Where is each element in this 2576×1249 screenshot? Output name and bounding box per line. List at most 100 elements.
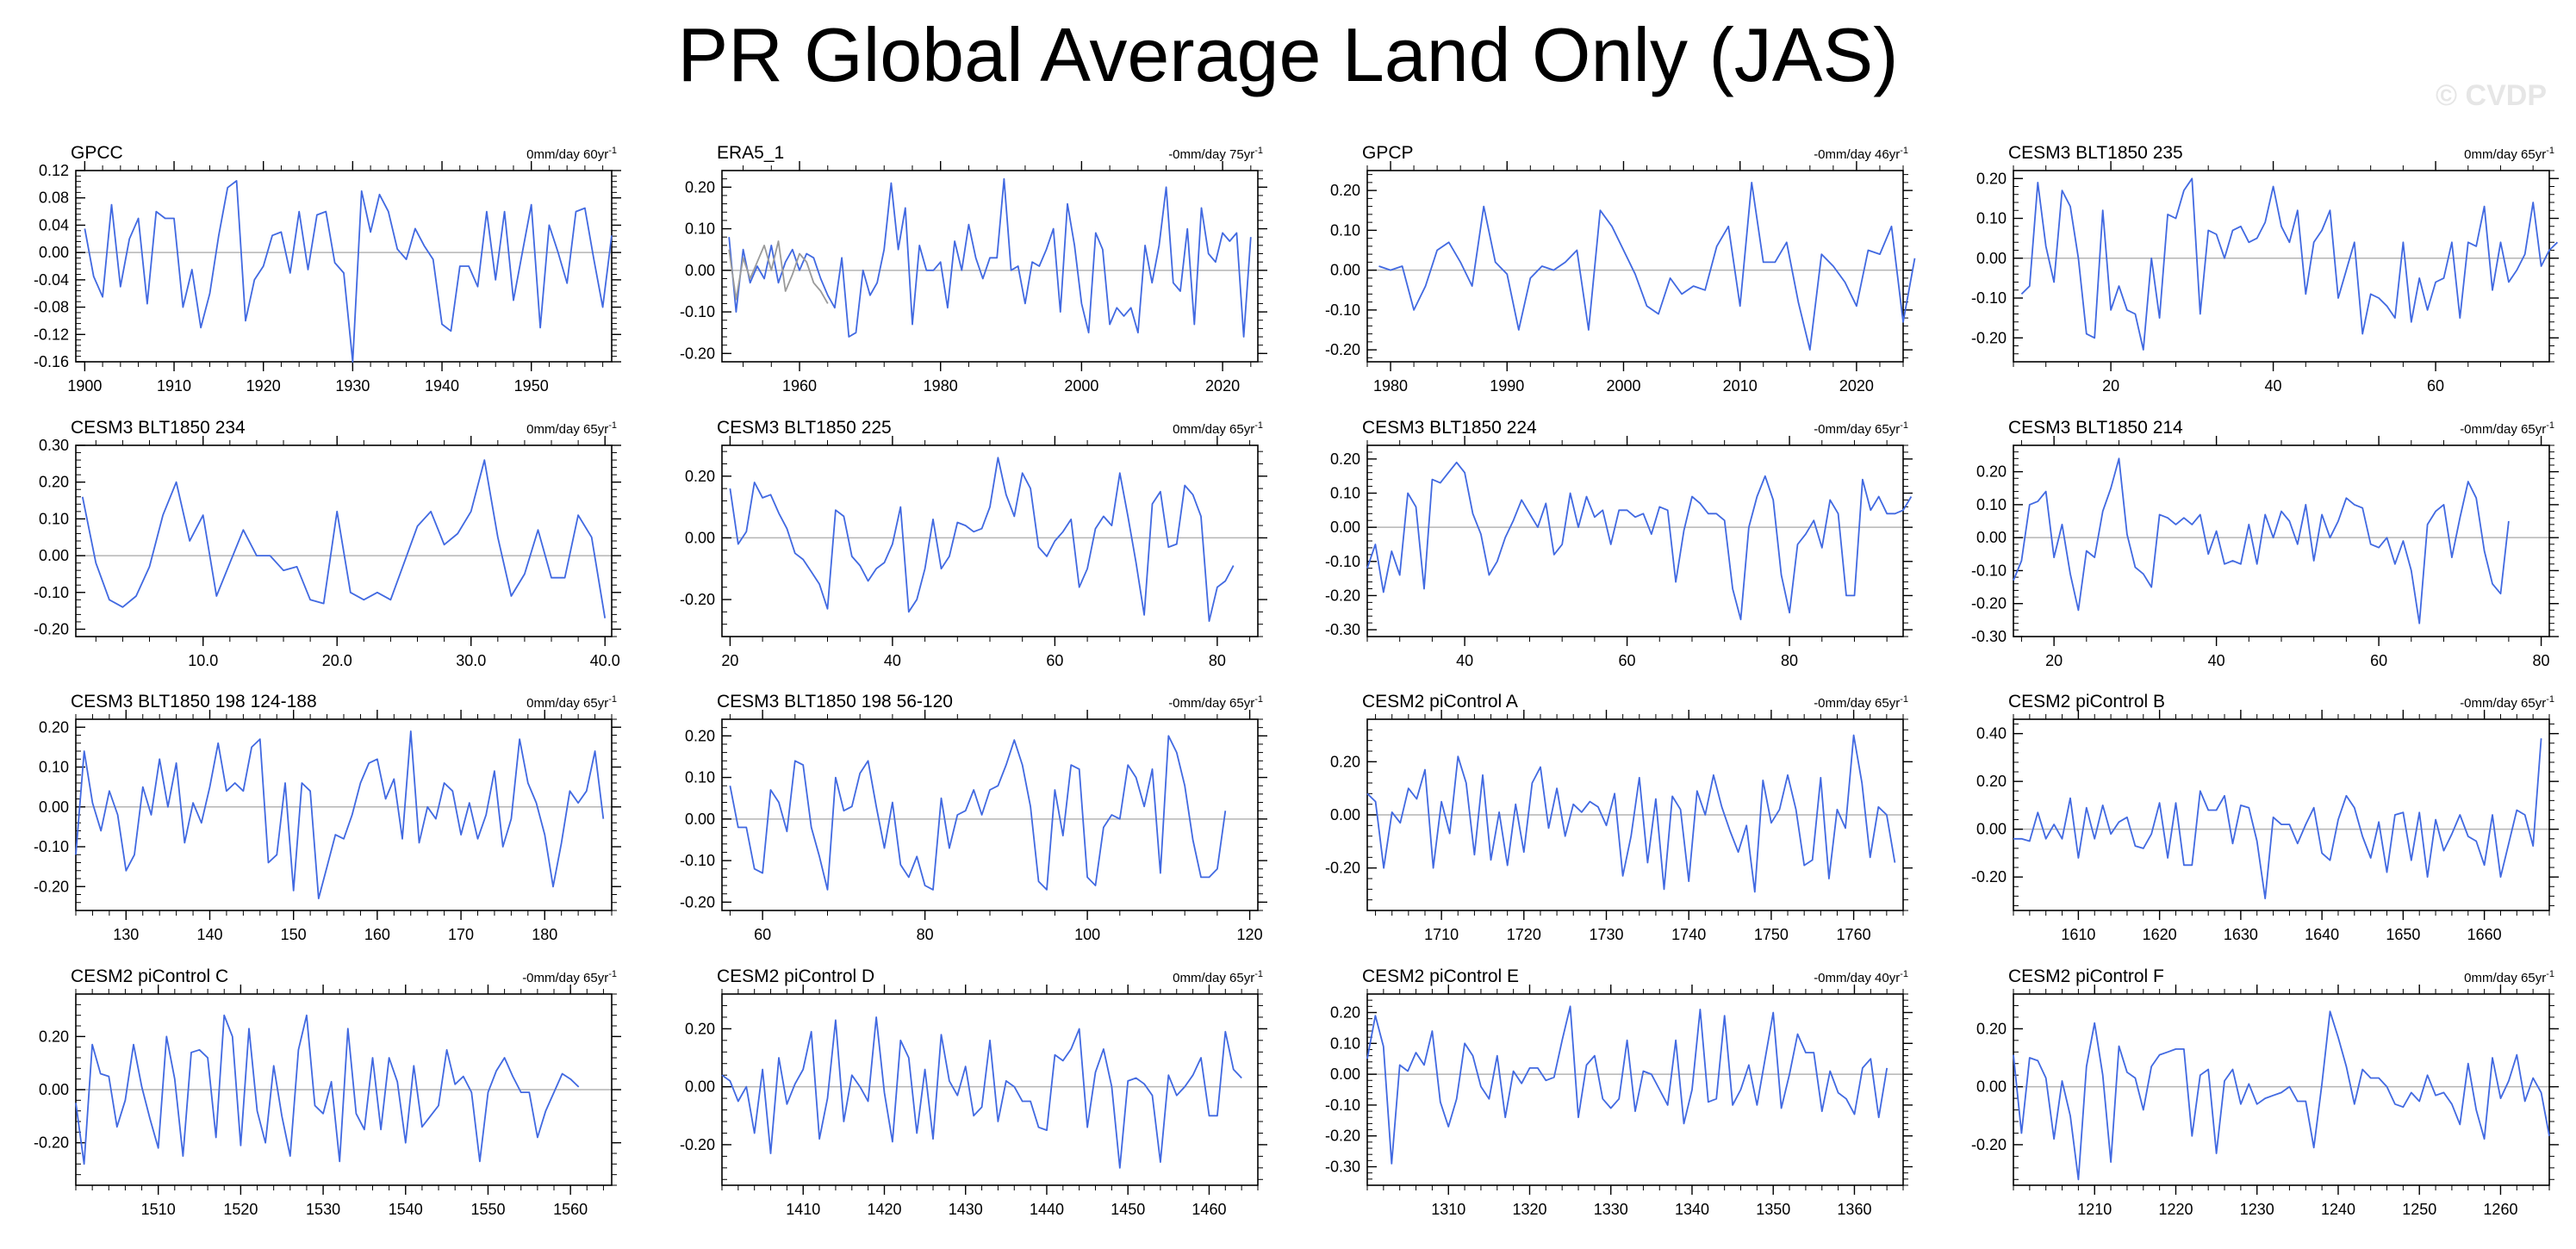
- x-tick-label: 1640: [2305, 926, 2339, 943]
- y-tick-label: 0.10: [39, 759, 69, 776]
- x-tick-label: 1530: [306, 1201, 340, 1218]
- y-tick-label: 0.00: [685, 811, 715, 828]
- y-tick-label: 0.00: [1330, 262, 1360, 279]
- y-tick-label: -0.20: [1325, 587, 1360, 604]
- x-tick-label: 1980: [924, 377, 958, 395]
- series-line: [2013, 738, 2542, 899]
- x-tick-label: 20: [2102, 377, 2119, 395]
- chart-panel-13: CESM2 piControl C -0mm/day 65yr-1 -0.20 0.0…: [34, 966, 621, 1218]
- x-tick-label: 40: [2208, 652, 2225, 669]
- chart-panel-9: CESM3 BLT1850 198 124-188 0mm/day 65yr-1 -…: [34, 692, 621, 943]
- y-tick-label: -0.10: [1325, 1097, 1360, 1114]
- x-tick-label: 1760: [1837, 926, 1871, 943]
- x-tick-label: 1460: [1192, 1201, 1226, 1218]
- panel-title: CESM3 BLT1850 198 56-120: [717, 692, 953, 711]
- panel-title: CESM3 BLT1850 235: [2008, 143, 2183, 163]
- plot-frame: [2013, 170, 2550, 363]
- x-tick-label: 1230: [2240, 1201, 2274, 1218]
- panel-subtitle: -0mm/day 65yr-1: [522, 969, 617, 985]
- y-tick-label: 0.00: [1330, 1066, 1360, 1083]
- y-tick-label: 0.20: [685, 178, 715, 196]
- chart-panel-12: CESM2 piControl B -0mm/day 65yr-1 -0.20 0.0…: [1971, 692, 2559, 943]
- panel-subtitle: -0mm/day 46yr-1: [1814, 146, 1908, 162]
- x-tick-label: 1220: [2158, 1201, 2193, 1218]
- series-line: [1366, 1005, 1888, 1165]
- x-tick-label: 60: [1046, 652, 1063, 669]
- chart-panel-14: CESM2 piControl D 0mm/day 65yr-1 -0.20 0.00…: [680, 966, 1267, 1218]
- x-tick-label: 1920: [246, 377, 281, 395]
- y-tick-label: 0.30: [39, 437, 69, 454]
- chart-panel-15: CESM2 piControl E -0mm/day 40yr-1 -0.30 -0.…: [1325, 966, 1913, 1218]
- y-tick-label: 0.10: [39, 510, 69, 527]
- y-tick-label: 0.10: [1330, 1035, 1360, 1052]
- x-tick-label: 1610: [2061, 926, 2095, 943]
- y-tick-label: -0.20: [1971, 868, 2007, 885]
- x-tick-label: 1910: [157, 377, 191, 395]
- x-tick-label: 20: [721, 652, 738, 669]
- y-tick-label: -0.16: [34, 353, 69, 370]
- x-tick-label: 1630: [2224, 926, 2258, 943]
- x-tick-label: 1720: [1507, 926, 1541, 943]
- y-tick-label: 0.04: [39, 216, 69, 233]
- y-tick-label: -0.30: [1325, 621, 1360, 638]
- x-tick-label: 1330: [1594, 1201, 1628, 1218]
- y-tick-label: -0.20: [680, 893, 715, 910]
- x-tick-label: 30.0: [456, 652, 486, 669]
- x-tick-label: 60: [1619, 652, 1636, 669]
- x-tick-label: 1650: [2386, 926, 2420, 943]
- y-tick-label: -0.10: [1971, 289, 2007, 307]
- x-tick-label: 130: [113, 926, 139, 943]
- y-tick-label: -0.30: [1325, 1159, 1360, 1176]
- y-tick-label: 0.20: [1976, 170, 2007, 187]
- panel-title: GPCP: [1362, 143, 1414, 163]
- panel-subtitle: 0mm/day 65yr-1: [2464, 969, 2554, 985]
- series-line: [729, 735, 1227, 891]
- x-tick-label: 20.0: [322, 652, 352, 669]
- panel-subtitle: 0mm/day 65yr-1: [1173, 420, 1263, 437]
- panel-title: CESM2 piControl C: [71, 966, 228, 986]
- plot-frame: [1366, 993, 1904, 1186]
- plot-frame: [1366, 170, 1904, 363]
- x-tick-label: 1210: [2077, 1201, 2112, 1218]
- chart-panel-6: CESM3 BLT1850 225 0mm/day 65yr-1 -0.20 0.00…: [680, 418, 1267, 669]
- panel-subtitle: 0mm/day 65yr-1: [526, 694, 617, 711]
- x-tick-label: 10.0: [188, 652, 218, 669]
- x-tick-label: 2000: [1606, 377, 1640, 395]
- y-tick-label: 0.00: [1976, 250, 2007, 267]
- chart-panel-4: CESM3 BLT1850 235 0mm/day 65yr-1 -0.20 -0.1…: [1971, 143, 2559, 395]
- y-tick-label: 0.00: [1330, 519, 1360, 536]
- panel-subtitle: -0mm/day 75yr-1: [1168, 146, 1263, 162]
- panel-title: CESM3 BLT1850 234: [71, 418, 246, 438]
- y-tick-label: -0.10: [1325, 553, 1360, 570]
- y-tick-label: 0.20: [685, 1020, 715, 1037]
- chart-panel-3: GPCP -0mm/day 46yr-1 -0.20 -0.10 0.00 0.10 0.2…: [1325, 143, 1916, 395]
- x-tick-label: 1560: [553, 1201, 588, 1218]
- y-tick-label: 0.00: [685, 1078, 715, 1096]
- x-tick-label: 1540: [389, 1201, 423, 1218]
- y-tick-label: -0.10: [34, 838, 69, 855]
- y-tick-label: 0.10: [1976, 496, 2007, 513]
- y-tick-label: 0.10: [1330, 221, 1360, 239]
- x-tick-label: 1660: [2467, 926, 2502, 943]
- x-tick-label: 80: [2533, 652, 2550, 669]
- y-tick-label: 0.12: [39, 162, 69, 179]
- y-tick-label: -0.20: [680, 1136, 715, 1153]
- chart-panel-8: CESM3 BLT1850 214 -0mm/day 65yr-1 -0.30 -0.…: [1971, 418, 2559, 669]
- chart-panel-5: CESM3 BLT1850 234 0mm/day 65yr-1 -0.20 -0.1…: [34, 418, 621, 669]
- x-tick-label: 1250: [2402, 1201, 2436, 1218]
- panel-subtitle: 0mm/day 65yr-1: [2464, 146, 2554, 162]
- y-tick-label: -0.20: [34, 620, 69, 637]
- panel-subtitle: 0mm/day 65yr-1: [526, 420, 617, 437]
- y-tick-label: 0.00: [39, 244, 69, 261]
- x-tick-label: 40.0: [590, 652, 620, 669]
- x-tick-label: 1710: [1424, 926, 1459, 943]
- plot-frame: [2013, 444, 2550, 637]
- x-tick-label: 1260: [2483, 1201, 2517, 1218]
- panel-title: CESM3 BLT1850 214: [2008, 418, 2183, 438]
- panel-title: ERA5_1: [717, 143, 784, 163]
- y-tick-label: 0.20: [1330, 1004, 1360, 1021]
- y-tick-label: 0.20: [685, 727, 715, 744]
- chart-panel-10: CESM3 BLT1850 198 56-120 -0mm/day 65yr-1 -…: [680, 692, 1267, 943]
- panel-subtitle: -0mm/day 65yr-1: [1814, 420, 1908, 437]
- y-tick-label: 0.20: [1330, 753, 1360, 770]
